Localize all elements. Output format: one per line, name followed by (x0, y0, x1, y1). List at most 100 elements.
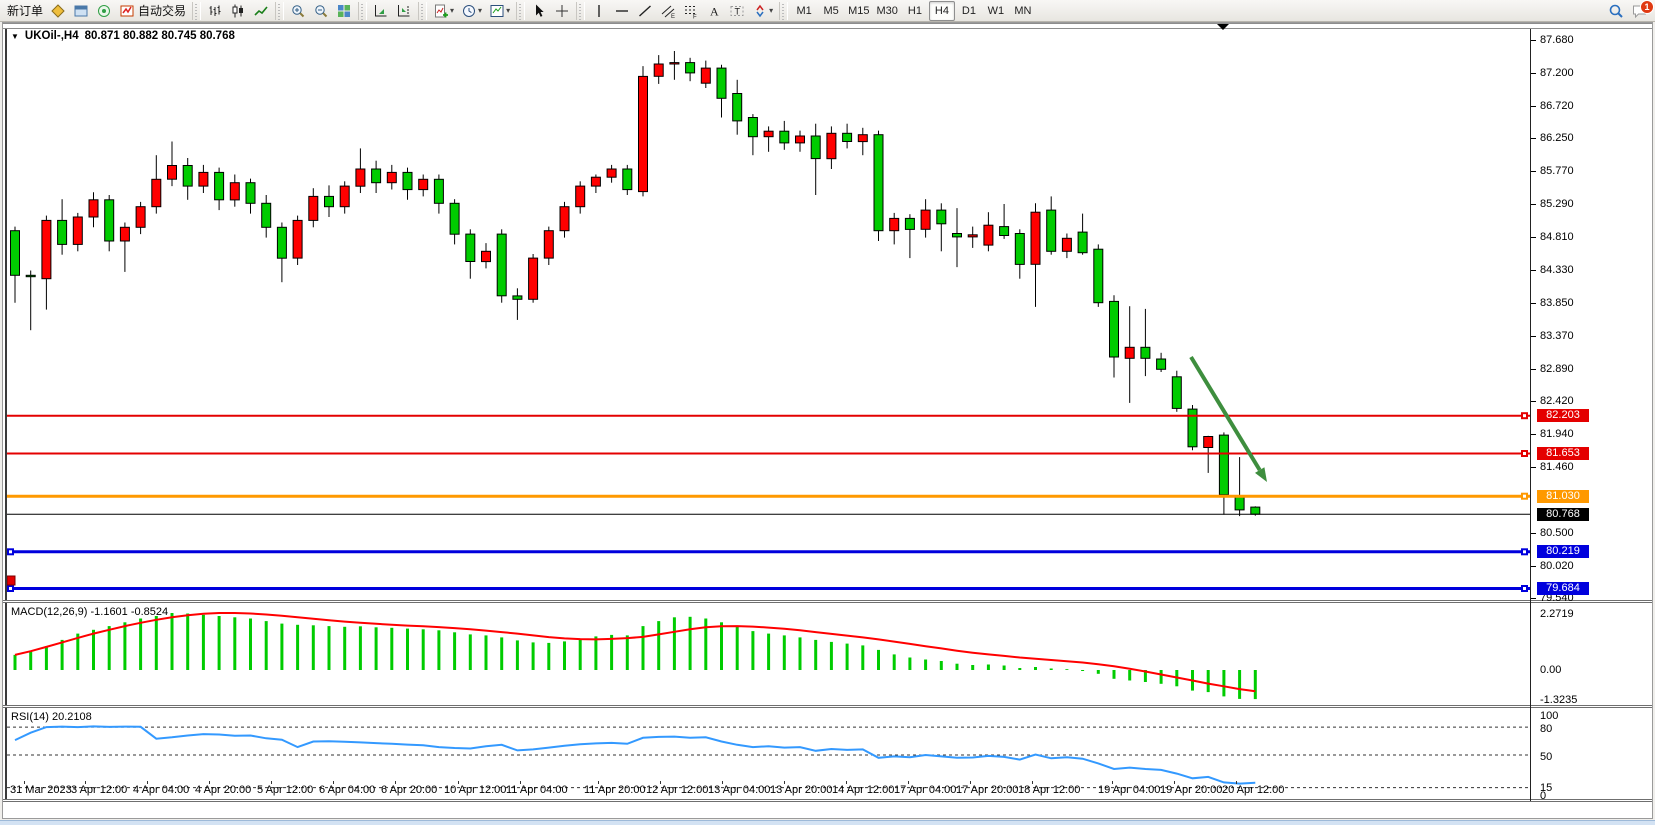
time-tick-mark (1112, 781, 1113, 784)
price-line-label: 80.219 (1537, 545, 1589, 559)
timeframe-h1-button[interactable]: H1 (902, 1, 928, 21)
time-tick-label: 11 Apr 20:00 (584, 784, 646, 796)
crosshair-button[interactable] (551, 1, 573, 21)
time-tick-label: 12 Apr 12:00 (646, 784, 709, 796)
fibonacci-button[interactable]: F (680, 1, 702, 21)
dropdown-caret: ▾ (769, 6, 774, 15)
macd-scale-label: -1.3235 (1540, 694, 1578, 706)
trendline-button[interactable] (634, 1, 656, 21)
auto-trading-button[interactable]: 自动交易 (116, 1, 189, 21)
vertical-line-button[interactable] (588, 1, 610, 21)
trendline-icon (639, 4, 652, 17)
time-tick-label: 19 Apr 20:00 (1160, 784, 1223, 796)
equidistant-channel-button[interactable]: E (657, 1, 679, 21)
templates-icon (490, 4, 504, 17)
time-tick-mark (722, 781, 723, 784)
data-window-button[interactable] (70, 1, 92, 21)
templates-button[interactable]: ▾ (486, 1, 513, 21)
timeframe-m5-button[interactable]: M5 (818, 1, 844, 21)
time-tick-label: 4 Apr 04:00 (133, 784, 190, 796)
panel-separator[interactable] (3, 600, 1652, 603)
tile-windows-button[interactable] (333, 1, 355, 21)
time-tick-label: 10 Apr 12:00 (444, 784, 507, 796)
price-tick-label: 83.370 (1540, 329, 1574, 342)
periods-button[interactable]: ▾ (458, 1, 485, 21)
chart-shift-triangle[interactable] (1217, 24, 1229, 30)
chart-bars-button[interactable] (204, 1, 226, 21)
price-tick-mark (1531, 532, 1536, 534)
time-tick-label: 13 Apr 20:00 (770, 784, 833, 796)
price-tick-mark (1531, 40, 1536, 41)
arrows-button[interactable]: ▾ (749, 1, 776, 21)
time-tick-mark (1032, 781, 1033, 784)
indicators-button[interactable]: ▾ (430, 1, 457, 21)
panel-separator[interactable] (3, 705, 1652, 708)
time-tick-label: 17 Apr 20:00 (956, 784, 1019, 796)
chart-symbol-timeframe: UKOil-,H4 (24, 30, 79, 42)
time-axis[interactable]: 31 Mar 2023 3 Apr 12:00 4 Apr 04:00 4 Apr 2… (7, 781, 1530, 799)
chart-line-button[interactable] (250, 1, 272, 21)
price-tick-label: 81.460 (1540, 460, 1574, 473)
time-tick-label: 13 Apr 04:00 (708, 784, 771, 796)
timeframe-d1-button[interactable]: D1 (956, 1, 982, 21)
price-tick-label: 86.250 (1540, 132, 1574, 145)
chart-shift-button[interactable] (393, 1, 415, 21)
timeframe-m15-button[interactable]: M15 (845, 1, 872, 21)
search-icon (1609, 4, 1623, 18)
price-tick-label: 82.890 (1540, 362, 1574, 375)
timeframe-mn-button[interactable]: MN (1010, 1, 1036, 21)
search-button[interactable] (1605, 1, 1627, 21)
vertical-line-icon (598, 4, 600, 17)
notification-badge[interactable]: 1 (1640, 0, 1654, 14)
auto-scroll-button[interactable] (370, 1, 392, 21)
auto-scroll-icon (375, 4, 387, 16)
dropdown-caret: ▾ (450, 6, 455, 15)
price-line-label: 82.203 (1537, 409, 1589, 423)
zoom-out-button[interactable] (310, 1, 332, 21)
svg-text:T: T (735, 6, 741, 16)
zoom-in-button[interactable] (287, 1, 309, 21)
price-tick-label: 84.810 (1540, 230, 1574, 243)
timeframe-w1-button[interactable]: W1 (983, 1, 1009, 21)
new-order-button[interactable]: 新订单 (4, 1, 46, 21)
svg-text:A: A (710, 4, 719, 18)
macd-indicator-panel[interactable] (7, 604, 1530, 707)
timeframe-m1-button[interactable]: M1 (791, 1, 817, 21)
time-tick-mark (85, 781, 86, 784)
timeframe-m30-button[interactable]: M30 (874, 1, 901, 21)
timeframe-h4-button[interactable]: H4 (928, 0, 955, 21)
time-tick-mark (271, 781, 272, 784)
cursor-button[interactable] (528, 1, 550, 21)
price-tick-label: 84.330 (1540, 263, 1574, 276)
price-line-label: 80.768 (1537, 507, 1589, 521)
price-tick-mark (1531, 433, 1536, 435)
price-line-label: 81.030 (1537, 489, 1589, 503)
text-button[interactable]: A (703, 1, 725, 21)
rsi-indicator-panel[interactable] (7, 709, 1530, 801)
price-axis[interactable]: 87.680 87.200 86.720 86.250 85.770 85.290 84.8… (1531, 23, 1652, 820)
time-tick-mark (458, 781, 459, 784)
collapse-triangle-icon[interactable]: ▼ (11, 31, 19, 41)
zoom-out-icon (315, 4, 328, 17)
time-tick-mark (147, 781, 148, 784)
auto-trading-label: 自动交易 (138, 4, 187, 18)
horizontal-line-button[interactable] (611, 1, 633, 21)
chart-ohlc-values: 80.871 80.882 80.745 80.768 (84, 30, 235, 42)
data-window-icon (74, 5, 88, 16)
market-watch-button[interactable] (47, 1, 69, 21)
toolbar-separator (358, 1, 368, 20)
rsi-scale-label: 15 (1540, 782, 1553, 794)
text-label-button[interactable]: T (726, 1, 748, 21)
price-tick-label: 80.020 (1540, 559, 1574, 572)
price-chart[interactable] (7, 29, 1530, 602)
horizontal-line-icon (616, 9, 629, 12)
price-tick-mark (1531, 598, 1536, 600)
chart-candles-button[interactable] (227, 1, 249, 21)
dropdown-caret: ▾ (506, 6, 511, 15)
navigator-button[interactable] (93, 1, 115, 21)
price-tick-mark (1531, 138, 1536, 140)
time-tick-mark (846, 781, 847, 784)
toolbar-separator (275, 1, 285, 20)
time-tick-label: 20 Apr 12:00 (1222, 784, 1285, 796)
time-tick-mark (24, 781, 25, 784)
